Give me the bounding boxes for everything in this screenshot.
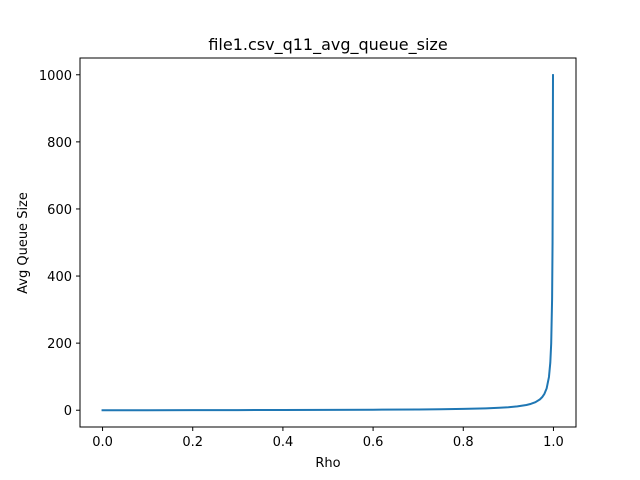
x-tick-label: 0.4: [273, 435, 294, 450]
y-axis-label: Avg Queue Size: [16, 192, 31, 294]
series-line-0: [101, 74, 555, 412]
plot-area: [79, 57, 577, 428]
x-axis-label: Rho: [315, 456, 340, 471]
y-axis-ticks: 0 200 400 600 800 1000: [39, 69, 80, 419]
x-tick-label: 0.2: [182, 435, 203, 450]
x-tick-label: 0.6: [363, 435, 384, 450]
y-tick-label: 400: [47, 270, 72, 285]
y-tick-label: 800: [47, 136, 72, 151]
x-axis-ticks: 0.0 0.2 0.4 0.6 0.8 1.0: [92, 427, 564, 450]
axes-frame: [79, 57, 577, 428]
y-tick-label: 600: [47, 203, 72, 218]
y-tick-label: 1000: [39, 69, 72, 84]
y-tick-label: 200: [47, 337, 72, 352]
chart-title: file1.csv_q11_avg_queue_size: [208, 35, 447, 55]
y-tick-label: 0: [64, 404, 72, 419]
x-tick-label: 0.0: [92, 435, 113, 450]
x-tick-label: 0.8: [453, 435, 474, 450]
x-tick-label: 1.0: [543, 435, 564, 450]
